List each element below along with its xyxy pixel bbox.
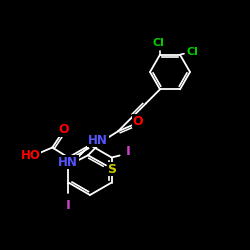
Text: I: I [66, 199, 71, 212]
Text: Cl: Cl [152, 38, 164, 48]
Text: HN: HN [58, 156, 78, 169]
Text: HO: HO [20, 149, 40, 162]
Text: O: O [133, 115, 143, 128]
Text: Cl: Cl [186, 47, 198, 57]
Text: S: S [108, 163, 116, 176]
Text: HN: HN [88, 134, 108, 147]
Text: O: O [58, 123, 69, 136]
Text: I: I [126, 145, 131, 158]
